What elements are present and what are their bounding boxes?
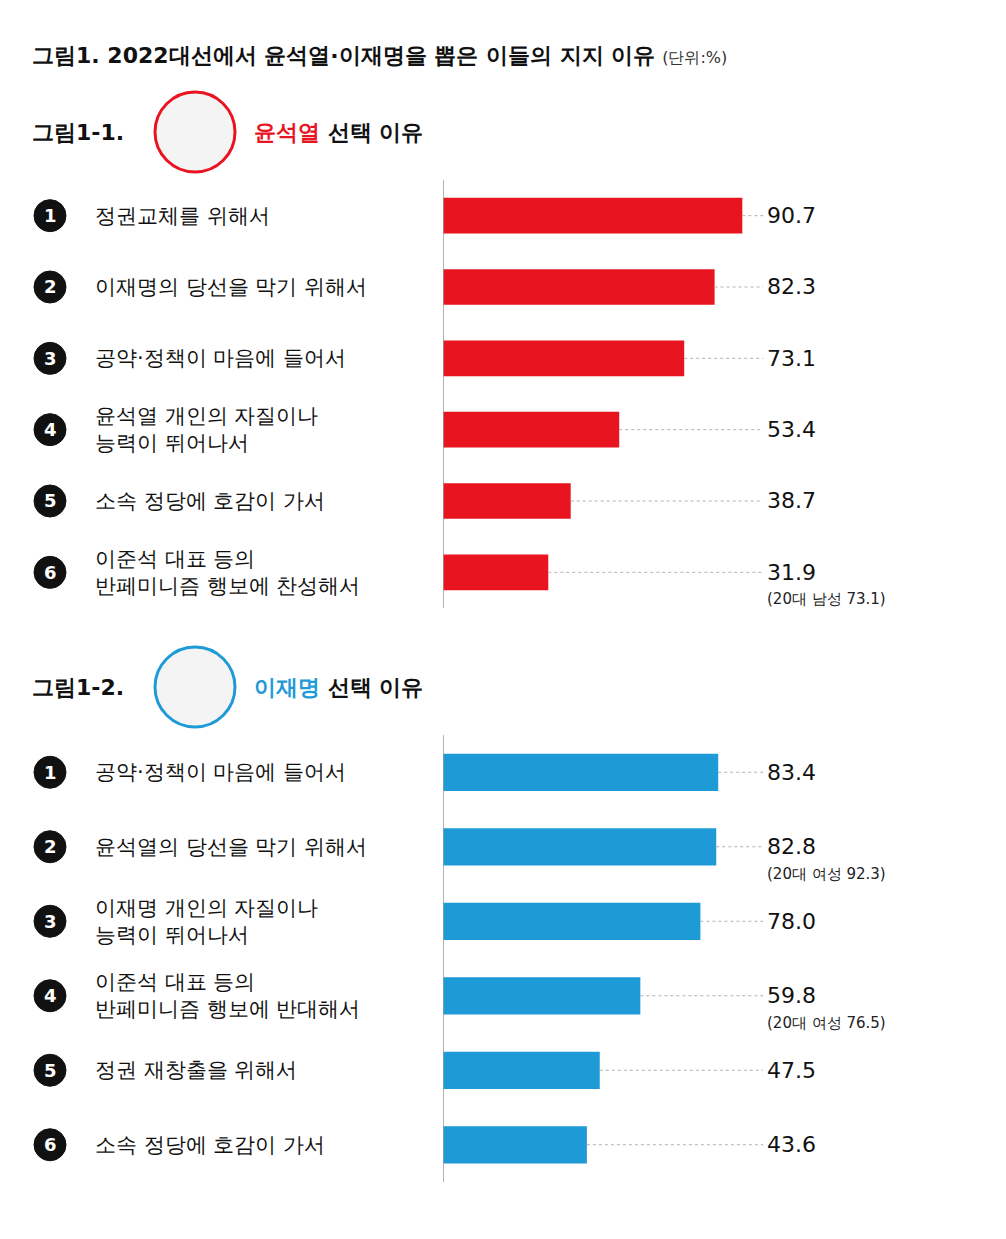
svg-text:47.5: 47.5	[767, 1058, 816, 1083]
svg-text:소속 정당에 호감이 가서: 소속 정당에 호감이 가서	[95, 1133, 325, 1157]
svg-text:(20대 여성 76.5): (20대 여성 76.5)	[767, 1014, 886, 1032]
svg-text:윤석열 선택 이유: 윤석열 선택 이유	[254, 120, 423, 145]
svg-text:6: 6	[44, 1134, 57, 1155]
svg-text:59.8: 59.8	[767, 983, 816, 1008]
svg-text:82.3: 82.3	[767, 274, 816, 299]
svg-text:3: 3	[44, 911, 57, 932]
svg-text:6: 6	[44, 562, 57, 583]
svg-text:이준석 대표 등의반페미니즘 행보에 반대해서: 이준석 대표 등의반페미니즘 행보에 반대해서	[95, 970, 360, 1021]
svg-text:4: 4	[44, 419, 57, 440]
svg-text:5: 5	[44, 1060, 57, 1081]
svg-text:공약·정책이 마음에 들어서: 공약·정책이 마음에 들어서	[95, 760, 346, 784]
svg-text:3: 3	[44, 348, 57, 369]
svg-text:38.7: 38.7	[767, 488, 816, 513]
svg-text:정권교체를 위해서: 정권교체를 위해서	[95, 204, 270, 228]
svg-text:31.9: 31.9	[767, 560, 816, 585]
svg-text:윤석열의 당선을 막기 위해서: 윤석열의 당선을 막기 위해서	[95, 835, 367, 859]
svg-text:1: 1	[44, 762, 57, 783]
svg-text:1: 1	[44, 205, 57, 226]
svg-text:이재명 개인의 자질이나능력이 뛰어나서: 이재명 개인의 자질이나능력이 뛰어나서	[95, 896, 318, 947]
svg-text:공약·정책이 마음에 들어서: 공약·정책이 마음에 들어서	[95, 346, 346, 370]
svg-text:73.1: 73.1	[767, 346, 816, 371]
svg-text:2: 2	[44, 276, 57, 297]
svg-text:그림1. 2022대선에서 윤석열·이재명을 뽑은 이들의: 그림1. 2022대선에서 윤석열·이재명을 뽑은 이들의 지지 이유 (단위:…	[32, 43, 727, 68]
svg-text:소속 정당에 호감이 가서: 소속 정당에 호감이 가서	[95, 489, 325, 513]
svg-text:그림1-2.: 그림1-2.	[32, 675, 124, 700]
svg-text:(20대 여성 92.3): (20대 여성 92.3)	[767, 865, 886, 883]
svg-text:78.0: 78.0	[767, 909, 816, 934]
svg-text:2: 2	[44, 836, 57, 857]
svg-text:83.4: 83.4	[767, 760, 816, 785]
svg-text:윤석열 개인의 자질이나능력이 뛰어나서: 윤석열 개인의 자질이나능력이 뛰어나서	[95, 404, 318, 455]
svg-text:(20대 남성 73.1): (20대 남성 73.1)	[767, 590, 886, 608]
svg-text:정권 재창출을 위해서: 정권 재창출을 위해서	[95, 1058, 297, 1082]
svg-text:82.8: 82.8	[767, 834, 816, 859]
svg-text:이준석 대표 등의반페미니즘 행보에 찬성해서: 이준석 대표 등의반페미니즘 행보에 찬성해서	[95, 547, 360, 598]
svg-text:43.6: 43.6	[767, 1132, 816, 1157]
svg-text:이재명의 당선을 막기 위해서: 이재명의 당선을 막기 위해서	[95, 275, 367, 299]
svg-text:5: 5	[44, 490, 57, 511]
svg-text:53.4: 53.4	[767, 417, 816, 442]
svg-text:4: 4	[44, 985, 57, 1006]
svg-text:이재명 선택 이유: 이재명 선택 이유	[254, 675, 423, 700]
svg-text:그림1-1.: 그림1-1.	[32, 120, 124, 145]
svg-text:90.7: 90.7	[767, 203, 816, 228]
